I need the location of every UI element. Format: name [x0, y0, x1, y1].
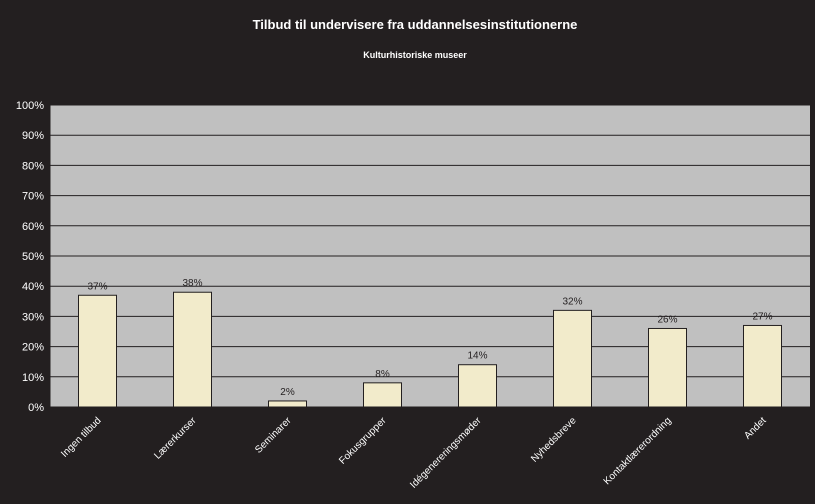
y-tick-label: 0%: [28, 402, 44, 414]
chart-subtitle: Kulturhistoriske museer: [363, 50, 467, 60]
x-tick-label: Andet: [742, 415, 768, 441]
x-tick-label: Nyhedsbreve: [529, 415, 579, 465]
y-tick-label: 90%: [22, 130, 44, 142]
data-label: 27%: [752, 311, 772, 322]
bar: [78, 294, 117, 408]
data-label: 37%: [87, 281, 107, 292]
data-labels: 37% 38% 2% 8% 14% 32% 26% 27%: [87, 278, 772, 398]
data-label: 8%: [375, 369, 390, 380]
bar: [268, 400, 307, 408]
x-tick-label: Fokusgrupper: [337, 415, 389, 467]
y-tick-label: 40%: [22, 281, 44, 293]
y-axis: 0% 10% 20% 30% 40% 50% 60% 70% 80% 90% 100%: [16, 100, 44, 414]
x-tick-label: Idégenereringsmøder: [408, 415, 484, 491]
data-label: 14%: [467, 351, 487, 362]
bars: [78, 291, 782, 408]
y-tick-label: 100%: [16, 100, 44, 112]
bar: [553, 309, 592, 408]
bar: [363, 382, 402, 408]
y-tick-label: 50%: [22, 251, 44, 263]
data-label: 38%: [182, 278, 202, 289]
x-tick-label: Kontaktlærerordning: [602, 415, 674, 487]
y-tick-label: 10%: [22, 372, 44, 384]
x-tick-label: Lærerkurser: [152, 415, 199, 462]
data-label: 2%: [280, 387, 295, 398]
data-label: 26%: [657, 314, 677, 325]
y-tick-label: 70%: [22, 191, 44, 203]
bar: [173, 291, 212, 408]
y-tick-label: 20%: [22, 342, 44, 354]
x-tick-label: Seminarer: [253, 415, 294, 456]
data-label: 32%: [562, 296, 582, 307]
y-tick-label: 30%: [22, 311, 44, 323]
bar: [458, 364, 497, 408]
x-axis: Ingen tilbud Lærerkurser Seminarer Fokusgru…: [59, 415, 769, 491]
y-tick-label: 60%: [22, 221, 44, 233]
chart-title: Tilbud til undervisere fra uddannelsesin…: [253, 17, 578, 32]
bar: [648, 327, 687, 408]
bar: [743, 324, 782, 408]
x-tick-label: Ingen tilbud: [59, 415, 103, 459]
y-tick-label: 80%: [22, 160, 44, 172]
